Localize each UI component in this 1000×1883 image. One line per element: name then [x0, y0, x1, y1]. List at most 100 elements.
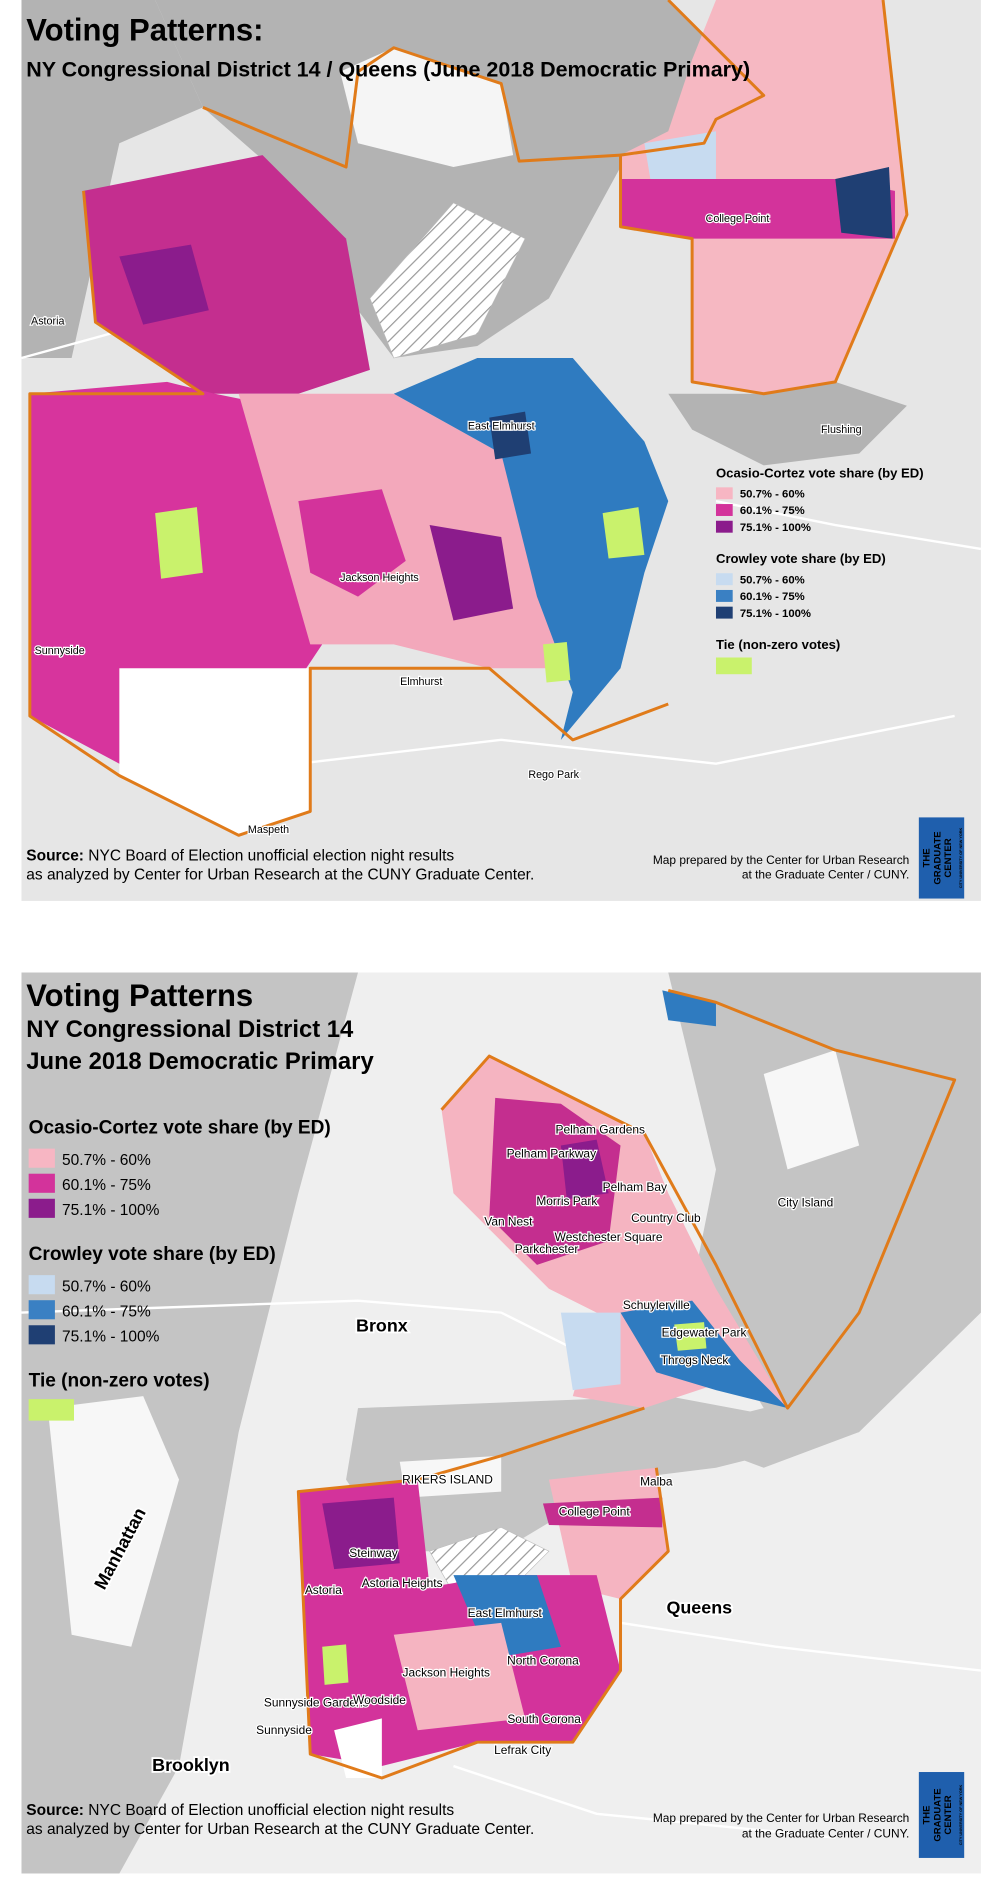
place-label: College Point: [559, 1504, 631, 1518]
place-label: Jackson Heights: [340, 572, 419, 584]
district-outline: [296, 1406, 670, 1780]
map-subtitle: NY Congressional District 14: [26, 1016, 354, 1043]
district-area: [835, 167, 893, 239]
place-label: Jackson Heights: [403, 1666, 491, 1680]
legend-swatch: [715, 573, 733, 586]
road: [298, 714, 955, 765]
district-area: [119, 244, 209, 325]
legend-swatch: [28, 1399, 74, 1421]
map-panel: Ocasio-Cortez vote share (by ED) 50.7% - …: [21, 0, 982, 901]
source-text: NYC Board of Election unofficial electio…: [88, 1802, 454, 1819]
district-area: [429, 525, 514, 621]
tie-area: [674, 1322, 707, 1351]
legend-title: Crowley vote share (by ED): [716, 551, 886, 566]
place-label: South Corona: [507, 1712, 581, 1726]
district-area: [489, 1097, 621, 1265]
logo: THE GRADUATE CENTER CITY UNIVERSITY OF NEW …: [918, 817, 965, 899]
district-area: [489, 411, 532, 460]
logo-box: [918, 1772, 965, 1858]
water: [21, 0, 203, 358]
place-label: Throgs Neck: [661, 1353, 729, 1367]
source-label: Source:: [26, 847, 84, 864]
legend-label: 50.7% - 60%: [740, 488, 805, 500]
place-label: Schuylerville: [623, 1298, 690, 1312]
legend-label: 60.1% - 75%: [740, 505, 805, 517]
island: [399, 1455, 502, 1498]
logo: THE GRADUATE CENTER CITY UNIVERSITY OF NEW …: [918, 1772, 965, 1858]
map-title: Voting Patterns: [26, 978, 253, 1013]
legend-label: 60.1% - 75%: [740, 591, 805, 603]
credit: at the Graduate Center / CUNY.: [742, 867, 909, 881]
legend-swatch: [28, 1325, 55, 1345]
legend-swatch: [715, 504, 733, 516]
legend-swatch: [715, 657, 752, 675]
map-title: Voting Patterns:: [26, 13, 263, 48]
place-label: Van Nest: [484, 1215, 533, 1229]
district-outline: [619, 0, 909, 396]
legend: Ocasio-Cortez vote share (by ED) 50.7% - …: [28, 1118, 331, 1421]
place-label: Parkchester: [515, 1242, 579, 1256]
legend-label: 60.1% - 75%: [62, 1177, 151, 1194]
district-outline: [202, 46, 621, 169]
credit: Map prepared by the Center for Urban Res…: [653, 1811, 909, 1825]
district-area: [560, 1312, 621, 1391]
place-label: Pelham Bay: [603, 1180, 667, 1194]
place-label: RIKERS ISLAND: [402, 1472, 493, 1486]
tie-area: [155, 507, 203, 579]
place-label: Pelham Parkway: [507, 1146, 596, 1160]
district-area: [620, 1300, 788, 1409]
credit: Map prepared by the Center for Urban Res…: [653, 853, 909, 867]
district-area: [620, 178, 895, 239]
logo-text: THE: [922, 848, 933, 867]
legend: Ocasio-Cortez vote share (by ED) 50.7% - …: [715, 465, 924, 675]
legend-swatch: [715, 487, 733, 500]
island: [340, 47, 514, 168]
logo-box: [918, 817, 965, 899]
legend-swatch: [28, 1275, 55, 1295]
place-label: North Corona: [507, 1654, 579, 1668]
road: [620, 1621, 982, 1672]
district-area: [83, 155, 370, 394]
source-label: Source:: [26, 1802, 84, 1819]
place-label: College Point: [706, 213, 770, 225]
place-label: Maspeth: [248, 824, 289, 836]
logo-text: CITY UNIVERSITY OF NEW YORK: [959, 1784, 963, 1845]
legend-title: Tie (non-zero votes): [29, 1371, 210, 1392]
source-text: as analyzed by Center for Urban Research…: [26, 866, 534, 883]
legend-label: 75.1% - 100%: [62, 1202, 160, 1219]
place-label: Country Club: [631, 1211, 701, 1225]
logo-text: GRADUATE: [932, 831, 943, 884]
district-area: [542, 1497, 663, 1528]
place-label: Sunnyside Gardens: [264, 1695, 369, 1709]
legend-swatch: [715, 606, 733, 619]
logo-text: CENTER: [943, 838, 954, 877]
road: [21, 1299, 622, 1374]
legend-label: 50.7% - 60%: [62, 1278, 151, 1295]
legend-swatch: [28, 1198, 55, 1218]
road: [453, 1764, 836, 1839]
legend-swatch: [715, 589, 733, 602]
legend-title: Crowley vote share (by ED): [29, 1244, 276, 1265]
place-label: Flushing: [821, 424, 862, 436]
excluded-area: [119, 668, 311, 836]
island: [763, 1050, 860, 1170]
legend-title: Ocasio-Cortez vote share (by ED): [29, 1118, 331, 1139]
land: [47, 1396, 180, 1647]
place-label: Steinway: [349, 1546, 397, 1560]
place-label: Sunnyside: [35, 645, 85, 657]
legend-swatch: [28, 1173, 55, 1193]
place-label: Bronx: [356, 1316, 408, 1336]
tie-area: [322, 1644, 349, 1685]
place-label: Astoria: [305, 1583, 342, 1597]
credit: at the Graduate Center / CUNY.: [742, 1827, 909, 1841]
legend-title: Ocasio-Cortez vote share (by ED): [716, 465, 924, 480]
place-label: Elmhurst: [400, 676, 442, 688]
place-label: Queens: [666, 1597, 732, 1617]
place-label: Brooklyn: [152, 1755, 229, 1775]
place-labels: Astoria East Elmhurst Jackson Heights Sunny…: [30, 212, 863, 837]
place-label: Sunnyside: [256, 1723, 312, 1737]
place-label: Malba: [640, 1475, 673, 1489]
place-label: Lefrak City: [494, 1743, 551, 1757]
logo-text: THE: [922, 1805, 933, 1824]
